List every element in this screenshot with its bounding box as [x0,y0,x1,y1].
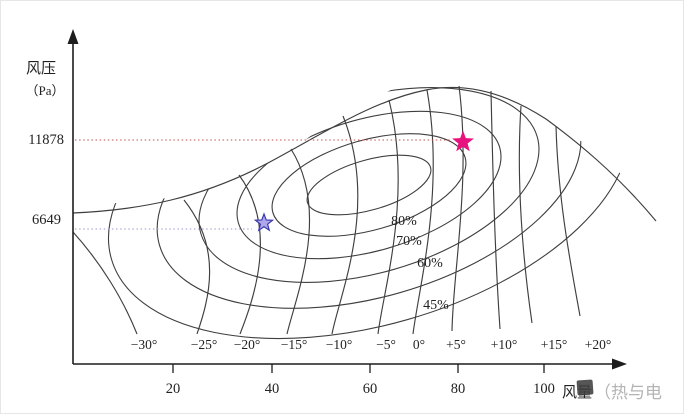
efficiency-label-70: 70% [396,234,422,249]
angle-label-minus-10: −10° [326,337,353,352]
efficiency-label-80: 80% [391,214,417,229]
blade-angle-curve-group [72,85,581,335]
efficiency-contour-80 [236,110,502,260]
efficiency-contour-70 [198,87,540,283]
angle-label-plus-10: +10° [491,337,518,352]
efficiency-label-group: 80% 70% 60% 45% [391,214,449,313]
blade-curve-minus-10 [331,115,359,335]
blade-curve-plus-10 [490,90,501,330]
x-tick-label-40: 40 [265,381,280,397]
angle-label-minus-5: −5° [376,337,396,352]
up-arrow-icon [67,29,79,44]
blade-curve-plus-20 [555,125,581,317]
blade-angle-label-group: −30° −25° −20° −15° −10° −5° 0° +5° +10°… [131,337,612,352]
blade-curve-minus-30 [72,231,138,335]
efficiency-contour-2 [271,133,467,237]
y-ref-low-label: 6649 [32,212,61,228]
efficiency-contour-45 [107,82,631,340]
envelope-curve [72,86,657,222]
blade-curve-plus-5 [451,85,464,332]
efficiency-contour-inner [306,154,432,216]
x-tick-label-100: 100 [533,381,555,397]
angle-label-0: 0° [413,337,425,352]
watermark-logo [576,379,594,396]
angle-label-plus-5: +5° [446,337,466,352]
efficiency-contour-group [107,82,631,340]
high-operating-point-star [452,130,474,152]
blade-curve-plus-15 [518,105,533,324]
y-axis-unit: （Pa） [25,83,64,98]
x-tick-label-20: 20 [166,381,181,397]
angle-label-minus-20: −20° [234,337,261,352]
x-tick-label-80: 80 [451,381,466,397]
watermark-text: （热与电 [594,383,662,402]
blade-curve-minus-20 [238,174,261,335]
efficiency-label-60: 60% [417,256,443,271]
blade-curve-minus-5 [377,99,399,335]
angle-label-minus-30: −30° [131,337,158,352]
blade-curve-0 [412,89,434,335]
low-operating-point-star [255,214,272,230]
blade-curve-minus-15 [286,148,311,335]
y-axis-title: 风压 [26,60,56,77]
angle-label-plus-15: +15° [541,337,568,352]
blade-curve-minus-25 [183,199,211,335]
efficiency-label-45: 45% [423,298,449,313]
x-tick-group [172,364,545,373]
angle-label-minus-15: −15° [281,337,308,352]
angle-label-plus-20: +20° [585,337,612,352]
angle-label-minus-25: −25° [191,337,218,352]
y-ref-high-label: 11878 [28,132,64,148]
x-tick-label-group: 20 40 60 80 100 [166,381,555,397]
right-arrow-icon [612,358,627,370]
x-tick-label-60: 60 [363,381,378,397]
efficiency-contour-60 [156,82,582,309]
